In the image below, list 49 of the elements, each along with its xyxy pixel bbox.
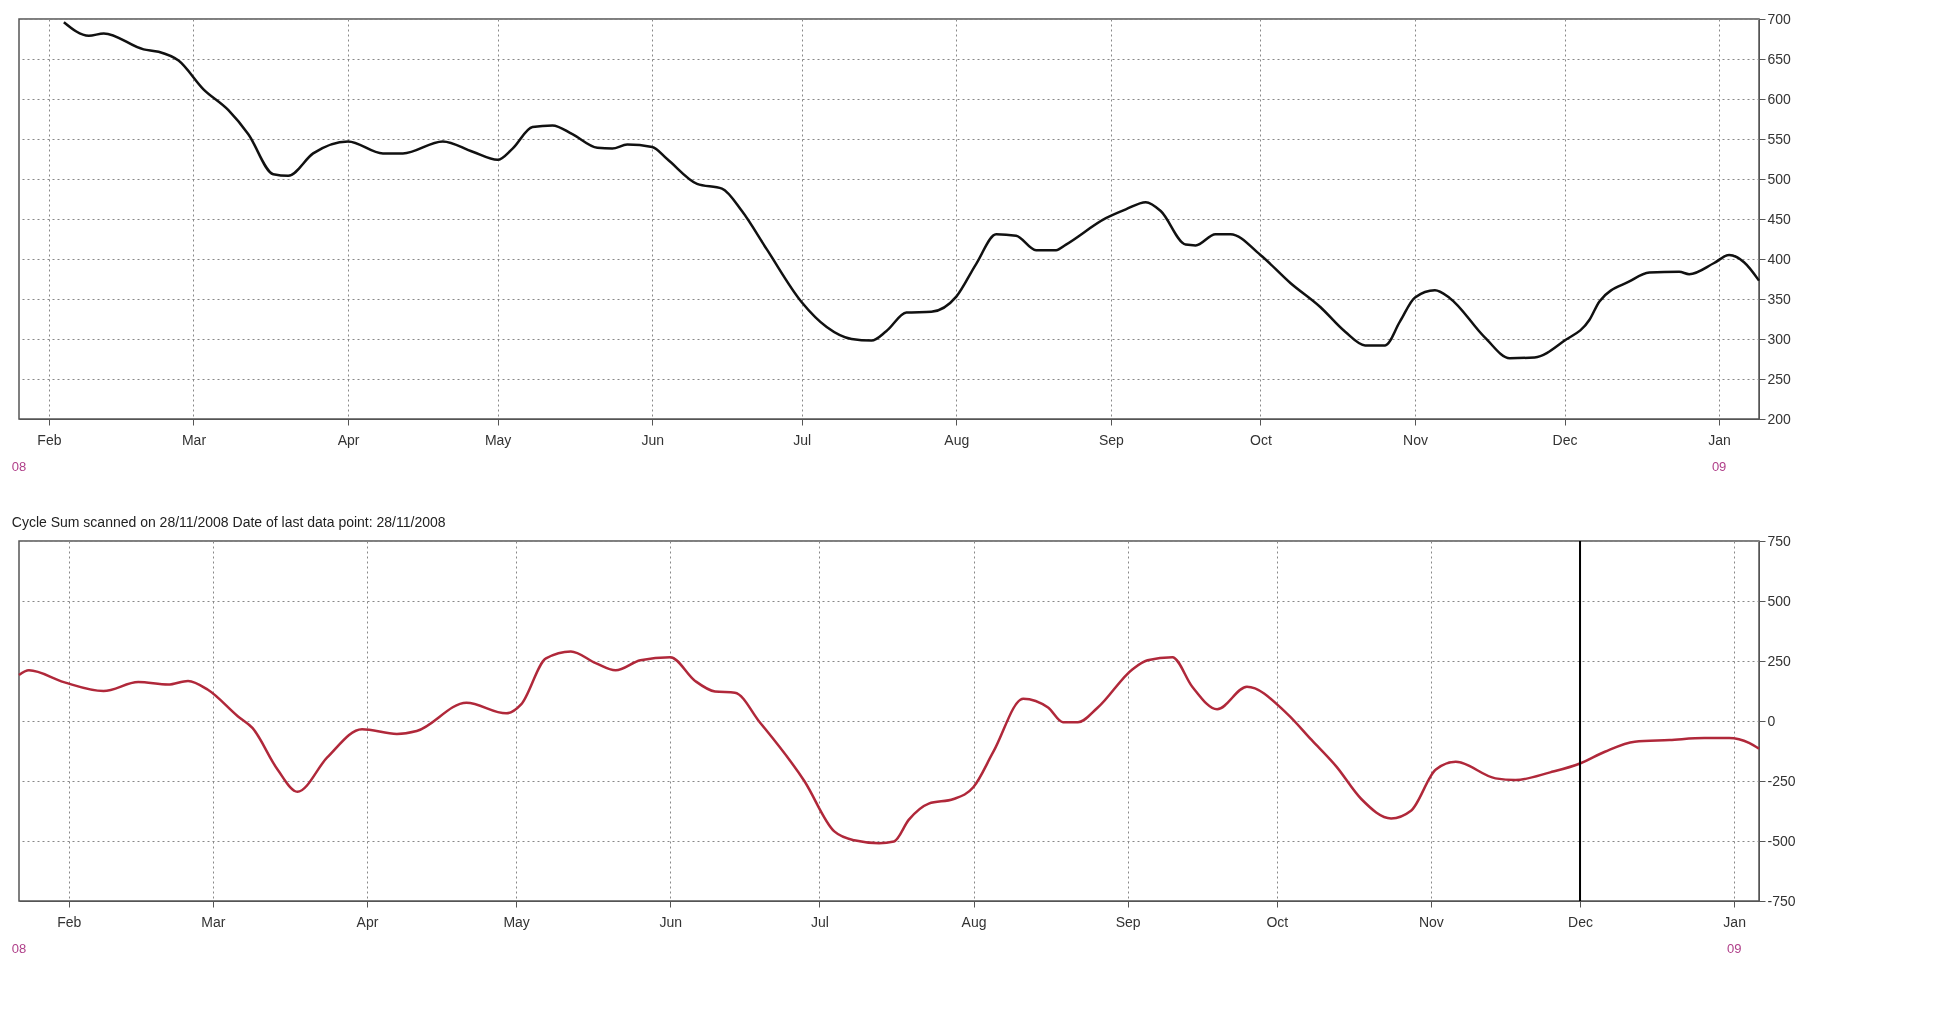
x-tick-label: May [503,913,530,930]
y-tick-label: 500 [1767,592,1792,609]
x-tick-label: Nov [1403,431,1428,448]
x-tick-label: Feb [37,431,62,448]
y-tick-label: 450 [1767,210,1792,227]
text: 09 [1711,459,1727,474]
y-tick-label: 650 [1767,50,1792,67]
y-tick-label: 300 [1767,330,1792,347]
y-tick-label: 750 [1767,532,1792,549]
y-tick-label: 550 [1767,130,1792,147]
y-tick-label: 250 [1767,652,1792,669]
y-tick-label: 200 [1767,410,1792,427]
x-tick-label: Nov [1418,913,1444,930]
x-tick-label: Jul [810,913,829,930]
y-tick-label: 700 [1767,10,1792,27]
x-tick-label: Jan [1708,431,1731,448]
y-tick-label: 0 [1767,712,1776,729]
x-tick-label: Mar [181,431,207,448]
x-tick-label: Dec [1552,431,1578,448]
x-tick-label: Jun [659,913,683,930]
chart-title: Cycle Sum scanned on 28/11/2008 Date of last data point: 28/11/2008 [11,514,446,530]
text: 09 [1726,941,1742,956]
x-tick-label: Oct [1266,913,1289,930]
line-series [62,20,1761,360]
y-tick-label: 250 [1767,370,1792,387]
x-tick-label: Apr [337,431,360,448]
y-tick-label: -750 [1767,892,1796,909]
x-tick-label: Dec [1568,913,1593,930]
x-tick-label: Jan [1723,913,1746,930]
x-tick-label: Feb [57,913,82,930]
x-tick-label: Mar [201,913,226,930]
x-tick-label: Apr [356,913,379,930]
text: 08 [11,941,27,956]
x-tick-label: Sep [1098,431,1125,448]
x-tick-label: Oct [1250,431,1272,448]
y-tick-label: -250 [1767,772,1796,789]
y-tick-label: 600 [1767,90,1792,107]
text: 08 [11,459,27,474]
y-tick-label: 500 [1767,170,1792,187]
x-tick-label: Aug [944,431,970,448]
y-tick-label: 400 [1767,250,1792,267]
x-tick-label: Jun [641,431,664,448]
x-tick-label: Jul [793,431,812,448]
x-tick-label: May [484,431,512,448]
y-tick-label: 350 [1767,290,1792,307]
line-series [17,650,1761,845]
x-tick-label: Aug [961,913,987,930]
x-tick-label: Sep [1115,913,1141,930]
y-tick-label: -500 [1767,832,1796,849]
